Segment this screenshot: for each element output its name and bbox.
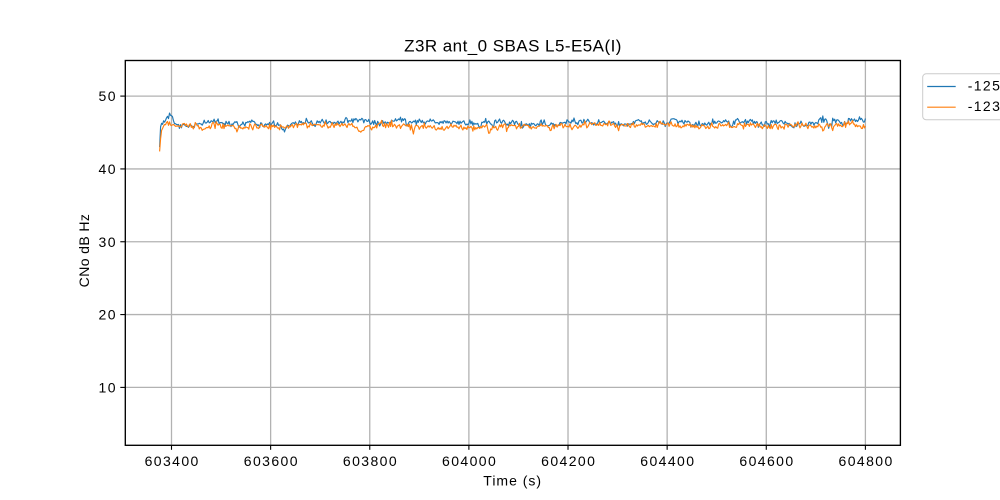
svg-text:10: 10 [99, 380, 117, 396]
svg-text:604800: 604800 [839, 453, 894, 469]
svg-text:604200: 604200 [541, 453, 596, 469]
svg-text:604000: 604000 [442, 453, 497, 469]
svg-text:603800: 603800 [343, 453, 398, 469]
svg-text:-123: -123 [968, 98, 1000, 114]
svg-text:603600: 603600 [244, 453, 299, 469]
svg-text:CNo dB Hz: CNo dB Hz [76, 214, 92, 288]
svg-text:50: 50 [99, 88, 117, 104]
svg-text:40: 40 [99, 161, 117, 177]
svg-text:604400: 604400 [640, 453, 695, 469]
svg-text:Time (s): Time (s) [483, 472, 542, 488]
svg-text:20: 20 [99, 307, 117, 323]
svg-text:Z3R ant_0 SBAS L5-E5A(I): Z3R ant_0 SBAS L5-E5A(I) [404, 37, 622, 56]
svg-text:604600: 604600 [739, 453, 794, 469]
svg-text:603400: 603400 [145, 453, 200, 469]
svg-text:-125: -125 [968, 77, 1000, 93]
svg-text:30: 30 [99, 234, 117, 250]
